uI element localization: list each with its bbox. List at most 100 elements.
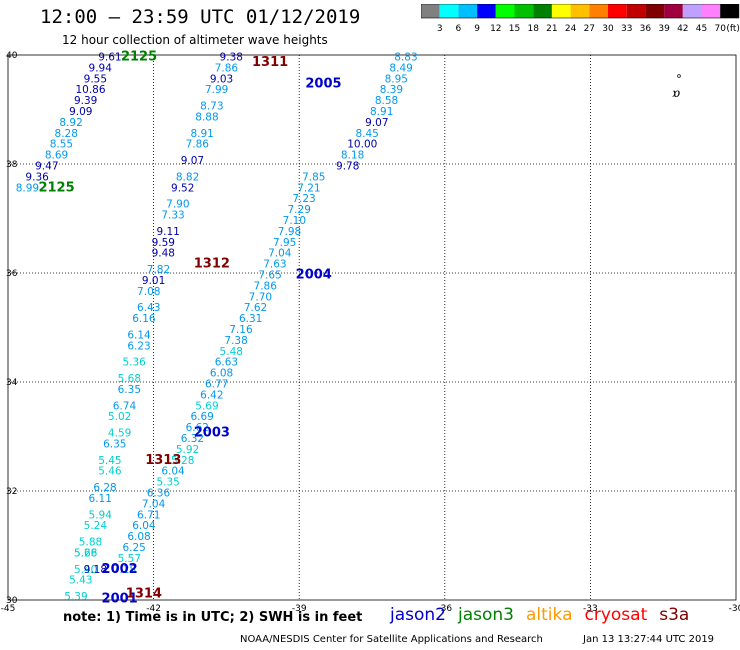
wave-height-value: 7.29 <box>288 204 311 216</box>
wave-height-value: 5.68 <box>118 373 141 385</box>
wave-height-value: 8.55 <box>50 139 73 151</box>
colorbar-swatch <box>533 4 552 18</box>
wave-height-value: 5.39 <box>64 591 87 603</box>
pass-label: 1313 <box>145 453 181 468</box>
wave-height-value: 8.58 <box>375 95 398 107</box>
wave-height-value: 7.10 <box>283 215 306 227</box>
wave-height-value: 6.35 <box>103 438 126 450</box>
colorbar-tick-label: 30 <box>602 24 614 34</box>
colorbar-swatch <box>701 4 721 18</box>
wave-height-value: 6.08 <box>127 531 150 543</box>
colorbar-swatch <box>551 4 571 18</box>
wave-height-value: 8.91 <box>370 106 393 118</box>
wave-height-value: 7.16 <box>229 324 253 336</box>
wave-height-value: 10.00 <box>347 139 377 151</box>
wave-height-value: 7.86 <box>186 139 210 151</box>
wave-height-value: 6.62 <box>186 422 209 434</box>
colorbar-tick-label: 70 <box>714 24 726 34</box>
wave-height-value: 7.38 <box>224 335 247 347</box>
wave-height-value: 7.70 <box>249 291 272 303</box>
wave-height-value: 5.45 <box>98 455 121 467</box>
colorbar-tick-label: 15 <box>509 24 520 34</box>
wave-height-value: 9.07 <box>365 117 388 129</box>
wave-height-value: 7.21 <box>297 182 320 194</box>
wave-height-value: 7.04 <box>142 498 166 510</box>
wave-height-value: 8.88 <box>195 111 218 123</box>
y-tick-label: 34 <box>6 378 18 388</box>
wave-height-value: 7.82 <box>147 264 170 276</box>
wave-height-value: 8.82 <box>176 171 199 183</box>
wave-height-value: 9.36 <box>25 171 49 183</box>
wave-height-value: 8.49 <box>389 62 412 74</box>
wave-height-value: 7.86 <box>254 280 278 292</box>
colorbar-swatch <box>421 4 440 18</box>
wave-height-value: 5.94 <box>89 509 113 521</box>
wave-height-value: 5.36 <box>122 357 146 369</box>
satellite-legend-item: altika <box>526 605 573 625</box>
satellite-legend-item: s3a <box>659 605 690 625</box>
wave-height-value: 7.90 <box>166 199 189 211</box>
colorbar-swatch <box>664 4 683 18</box>
pass-label: 1311 <box>252 55 288 70</box>
footer-note: note: 1) Time is in UTC; 2) SWH is in fe… <box>63 610 363 625</box>
wave-height-value: 8.28 <box>55 128 78 140</box>
wave-height-value: 5.48 <box>220 346 243 358</box>
pass-label: 2004 <box>296 267 332 282</box>
colorbar-tick-label: 18 <box>527 24 539 34</box>
x-tick-label: -45 <box>1 604 16 614</box>
wave-height-value: 5.40 <box>74 564 97 576</box>
chart-subtitle: 12 hour collection of altimeter wave hei… <box>62 33 328 47</box>
satellite-legend-item: jason3 <box>458 605 514 625</box>
wave-height-value: 5.57 <box>118 553 141 565</box>
wave-height-value: 6.08 <box>210 368 233 380</box>
wave-height-value: 9.78 <box>336 160 359 172</box>
wave-height-value: 6.04 <box>132 520 156 532</box>
wave-height-value: 6.43 <box>137 302 160 314</box>
footer-timestamp: Jan 13 13:27:44 UTC 2019 <box>583 634 715 645</box>
wave-height-value: 9.11 <box>156 226 179 238</box>
wave-height-value: 5.46 <box>98 466 122 478</box>
colorbar-tick-label: 21 <box>546 24 557 34</box>
wave-height-value: 9.03 <box>210 73 233 85</box>
wave-height-value: 9.47 <box>35 160 58 172</box>
y-tick-label: 32 <box>6 487 17 497</box>
colorbar-tick-label: 45 <box>696 24 707 34</box>
wave-height-value: 6.32 <box>181 433 204 445</box>
wave-height-value: 7.86 <box>215 62 239 74</box>
wave-height-value: 6.63 <box>215 357 238 369</box>
wave-height-value: 6.74 <box>113 400 137 412</box>
y-tick-label: 30 <box>6 596 18 606</box>
colorbar-swatch <box>608 4 627 18</box>
wave-height-value: 7.65 <box>258 269 281 281</box>
wave-height-value: 9.48 <box>152 248 175 260</box>
wave-height-value: 9.55 <box>84 73 107 85</box>
colorbar-unit: (ft) <box>726 24 740 34</box>
y-tick-label: 40 <box>6 51 18 61</box>
pass-label: 2003 <box>194 426 230 441</box>
colorbar-swatch <box>477 4 496 18</box>
wave-height-value: 8.69 <box>45 150 68 162</box>
colorbar-swatch <box>720 4 739 18</box>
colorbar-tick-label: 39 <box>658 24 670 34</box>
colorbar-tick-label: 42 <box>677 24 688 34</box>
wave-height-value: 8.95 <box>385 73 408 85</box>
colorbar-swatch <box>514 4 534 18</box>
x-tick-label: -33 <box>583 604 598 614</box>
wave-height-value: 4.59 <box>108 428 131 440</box>
colorbar-tick-label: 36 <box>640 24 652 34</box>
colorbar-tick-label: 3 <box>437 24 443 34</box>
wave-height-value: 6.31 <box>239 313 262 325</box>
wave-height-value: 8.92 <box>59 117 82 129</box>
wave-height-value: 5.02 <box>108 411 131 423</box>
footer-credit: NOAA/NESDIS Center for Satellite Applica… <box>240 634 543 645</box>
wave-height-value: 9.52 <box>171 182 194 194</box>
island-dot <box>677 74 681 78</box>
pass-label: 2002 <box>102 562 138 577</box>
wave-height-value: 7.99 <box>205 84 228 96</box>
x-tick-label: -30 <box>729 604 740 614</box>
wave-height-value: 5.88 <box>79 537 102 549</box>
x-tick-label: -36 <box>437 604 452 614</box>
colorbar-tick-label: 27 <box>584 24 595 34</box>
wave-height-value: 6.69 <box>190 411 213 423</box>
